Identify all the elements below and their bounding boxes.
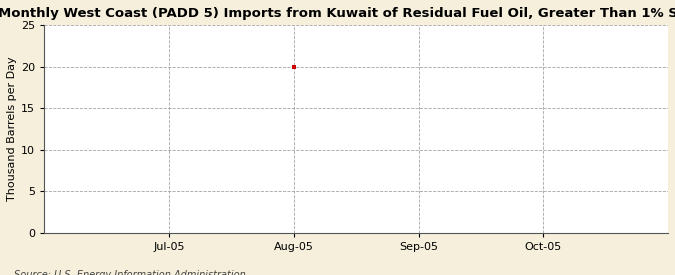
Text: Source: U.S. Energy Information Administration: Source: U.S. Energy Information Administ… (14, 271, 245, 275)
Y-axis label: Thousand Barrels per Day: Thousand Barrels per Day (7, 57, 17, 201)
Title: Monthly West Coast (PADD 5) Imports from Kuwait of Residual Fuel Oil, Greater Th: Monthly West Coast (PADD 5) Imports from… (0, 7, 675, 20)
